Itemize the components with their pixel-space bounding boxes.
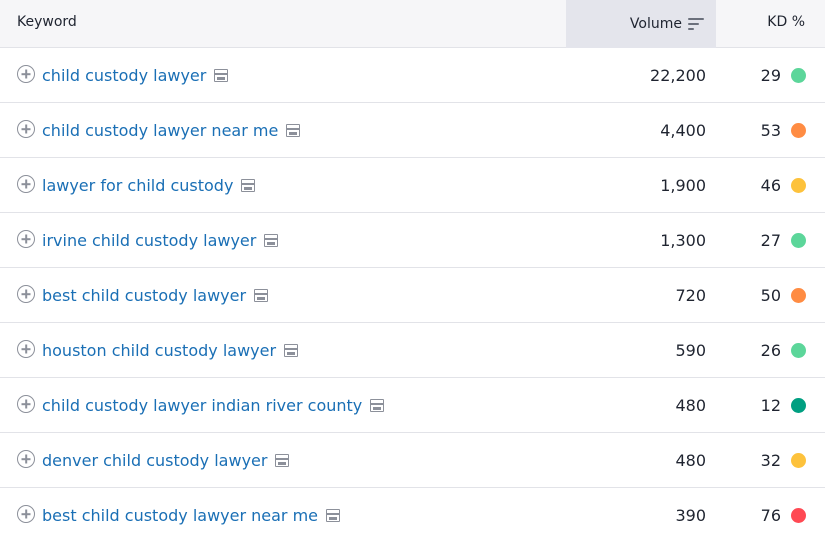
keyword-link[interactable]: denver child custody lawyer <box>42 451 268 470</box>
serp-preview-icon[interactable] <box>326 509 341 522</box>
volume-column-label: Volume <box>629 16 682 32</box>
kd-value: 50 <box>760 286 781 305</box>
table-row: lawyer for child custody 1,900 46 <box>0 158 825 213</box>
keyword-link[interactable]: best child custody lawyer <box>42 286 247 305</box>
add-to-list-plus-icon[interactable] <box>17 175 35 193</box>
serp-preview-icon[interactable] <box>286 124 301 137</box>
table-row: child custody lawyer 22,200 29 <box>0 48 825 103</box>
kd-difficulty-dot-icon <box>791 453 806 468</box>
serp-preview-icon[interactable] <box>264 234 279 247</box>
table-row: denver child custody lawyer 480 32 <box>0 433 825 488</box>
kd-difficulty-dot-icon <box>791 123 806 138</box>
keyword-column-header: Keyword <box>17 14 77 30</box>
keyword-link[interactable]: lawyer for child custody <box>42 176 234 195</box>
add-to-list-plus-icon[interactable] <box>17 285 35 303</box>
serp-preview-icon[interactable] <box>241 179 256 192</box>
volume-cell: 1,300 <box>660 231 706 250</box>
keyword-cell: child custody lawyer indian river county <box>42 378 385 433</box>
volume-cell: 590 <box>675 341 706 360</box>
kd-difficulty-dot-icon <box>791 398 806 413</box>
kd-column-header[interactable]: KD % <box>767 14 805 30</box>
kd-value: 32 <box>760 451 781 470</box>
add-to-list-plus-icon[interactable] <box>17 230 35 248</box>
keyword-cell: houston child custody lawyer <box>42 323 299 378</box>
table-body: child custody lawyer 22,200 29 child cus… <box>0 48 825 541</box>
serp-preview-icon[interactable] <box>370 399 385 412</box>
volume-cell: 480 <box>675 396 706 415</box>
keyword-cell: denver child custody lawyer <box>42 433 290 488</box>
serp-preview-icon[interactable] <box>254 289 269 302</box>
kd-value: 76 <box>760 506 781 525</box>
add-to-list-plus-icon[interactable] <box>17 395 35 413</box>
add-to-list-plus-icon[interactable] <box>17 340 35 358</box>
keyword-link[interactable]: best child custody lawyer near me <box>42 506 319 525</box>
table-row: best child custody lawyer 720 50 <box>0 268 825 323</box>
kd-difficulty-dot-icon <box>791 68 806 83</box>
volume-cell: 390 <box>675 506 706 525</box>
table-header: Keyword Volume KD % <box>0 0 825 48</box>
kd-value: 53 <box>760 121 781 140</box>
table-row: houston child custody lawyer 590 26 <box>0 323 825 378</box>
sort-descending-icon <box>688 17 704 31</box>
table-row: best child custody lawyer near me 390 76 <box>0 488 825 541</box>
kd-value: 12 <box>760 396 781 415</box>
add-to-list-plus-icon[interactable] <box>17 450 35 468</box>
keyword-link[interactable]: child custody lawyer near me <box>42 121 279 140</box>
keyword-cell: child custody lawyer near me <box>42 103 301 158</box>
keyword-link[interactable]: child custody lawyer <box>42 66 207 85</box>
keyword-link[interactable]: houston child custody lawyer <box>42 341 277 360</box>
serp-preview-icon[interactable] <box>275 454 290 467</box>
volume-cell: 480 <box>675 451 706 470</box>
kd-value: 29 <box>760 66 781 85</box>
keyword-cell: best child custody lawyer near me <box>42 488 341 541</box>
kd-difficulty-dot-icon <box>791 178 806 193</box>
keyword-cell: child custody lawyer <box>42 48 229 103</box>
volume-cell: 1,900 <box>660 176 706 195</box>
kd-difficulty-dot-icon <box>791 343 806 358</box>
keyword-link[interactable]: irvine child custody lawyer <box>42 231 257 250</box>
serp-preview-icon[interactable] <box>284 344 299 357</box>
table-row: irvine child custody lawyer 1,300 27 <box>0 213 825 268</box>
keyword-link[interactable]: child custody lawyer indian river county <box>42 396 363 415</box>
keyword-cell: lawyer for child custody <box>42 158 256 213</box>
kd-value: 46 <box>760 176 781 195</box>
kd-difficulty-dot-icon <box>791 508 806 523</box>
volume-cell: 22,200 <box>650 66 706 85</box>
volume-column-header-sort[interactable]: Volume <box>566 0 716 48</box>
keyword-cell: irvine child custody lawyer <box>42 213 279 268</box>
kd-value: 27 <box>760 231 781 250</box>
volume-cell: 4,400 <box>660 121 706 140</box>
add-to-list-plus-icon[interactable] <box>17 65 35 83</box>
table-row: child custody lawyer near me 4,400 53 <box>0 103 825 158</box>
serp-preview-icon[interactable] <box>214 69 229 82</box>
table-row: child custody lawyer indian river county… <box>0 378 825 433</box>
add-to-list-plus-icon[interactable] <box>17 120 35 138</box>
kd-difficulty-dot-icon <box>791 288 806 303</box>
keyword-cell: best child custody lawyer <box>42 268 269 323</box>
volume-cell: 720 <box>675 286 706 305</box>
kd-difficulty-dot-icon <box>791 233 806 248</box>
kd-value: 26 <box>760 341 781 360</box>
add-to-list-plus-icon[interactable] <box>17 505 35 523</box>
